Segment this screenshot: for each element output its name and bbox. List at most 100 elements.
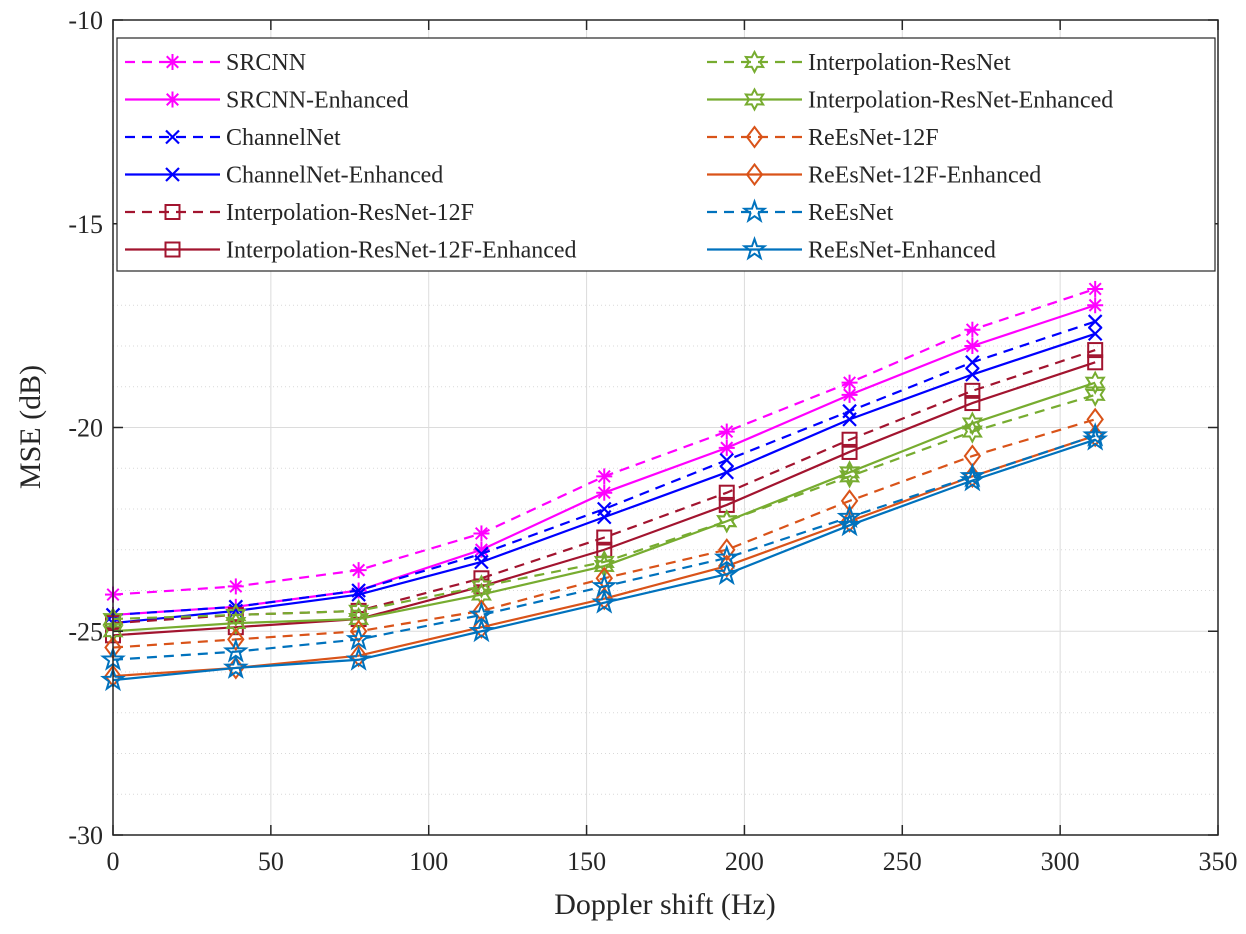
asterisk-stroke (597, 469, 611, 483)
series-srcnn-point (1087, 280, 1104, 297)
ticks: 0 50 100 150 200 250 300 350 -30 -25 -20 -15 -10 (68, 6, 1237, 876)
series-reesnet-enhanced-point (713, 560, 740, 586)
series-channelnet-point (1087, 314, 1103, 329)
series-interpolation-resnet-12f-enhanced-line (112, 361, 1096, 637)
series-srcnn-point (473, 525, 490, 542)
asterisk-stroke (965, 323, 979, 337)
series-reesnet-enhanced-point (1082, 426, 1109, 451)
legend-item-srcnn: SRCNN (125, 50, 306, 76)
series-interpolation-resnet-enhanced-point (1084, 370, 1106, 395)
series-channelnet-enhanced-point (719, 465, 735, 480)
series-srcnn-enhanced-point (596, 484, 613, 501)
legend-item-interpolation-resnet: Interpolation-ResNet (707, 49, 1011, 76)
x-tick-label: 0 (107, 847, 120, 876)
series-srcnn-point (964, 321, 981, 338)
legend-item-reesnet-enhanced-marker (741, 235, 768, 261)
legend-item-channelnet-label: ChannelNet (226, 125, 341, 151)
asterisk-stroke (965, 339, 979, 353)
legend-item-srcnn-enhanced: SRCNN-Enhanced (125, 88, 409, 114)
x-tick-label: 50 (258, 847, 284, 876)
series-reesnet-12f-point (227, 627, 245, 652)
series-interpolation-resnet-12f-enhanced-point (473, 578, 490, 595)
series-interpolation-resnet-12f-point (841, 431, 858, 448)
series-reesnet-point (345, 625, 372, 651)
legend-item-reesnet-12f-label: ReEsNet-12F (808, 125, 939, 151)
legend-item-interpolation-resnet-12f-enhanced-marker (164, 241, 181, 258)
x-axis-title: Doppler shift (Hz) (554, 888, 776, 921)
x-stroke (842, 412, 857, 427)
asterisk-stroke (843, 376, 857, 390)
asterisk-stroke (1088, 298, 1102, 312)
legend-item-reesnet-marker (741, 198, 768, 223)
series-reesnet-12f-point (717, 538, 736, 562)
series-channelnet-enhanced (105, 326, 1103, 631)
x-stroke (228, 603, 244, 619)
legend-item-interpolation-resnet-12f-marker (164, 204, 181, 220)
asterisk-stroke (229, 579, 243, 593)
series-interpolation-resnet-12f-enhanced-point (964, 395, 981, 412)
asterisk-stroke (1088, 282, 1102, 296)
legend-item-interpolation-resnet-enhanced-marker (743, 87, 766, 112)
series-interpolation-resnet-12f-line (112, 349, 1096, 625)
series-interpolation-resnet-12f-point (718, 484, 735, 501)
series-interpolation-resnet-12f-enhanced-point (841, 443, 858, 460)
legend-item-channelnet-enhanced-marker (165, 167, 180, 182)
legend-item-srcnn-marker (164, 54, 181, 70)
series-srcnn-enhanced-point (964, 338, 981, 354)
series-reesnet-enhanced-point (345, 646, 372, 671)
legend-item-interpolation-resnet-12f-enhanced-label: Interpolation-ResNet-12F-Enhanced (226, 238, 577, 264)
series-srcnn-enhanced-point (1087, 297, 1104, 314)
series-reesnet-12f-point (349, 619, 368, 643)
x-tick-label: 150 (567, 847, 606, 876)
series-reesnet-enhanced (100, 426, 1109, 692)
y-tick-label: -10 (68, 6, 103, 35)
series-channelnet-enhanced-point (351, 587, 366, 602)
x-tick-label: 300 (1041, 847, 1080, 876)
series-channelnet-enhanced-point (596, 509, 612, 525)
asterisk-stroke (843, 388, 857, 402)
series-reesnet-enhanced-point (222, 654, 249, 679)
series-interpolation-resnet-enhanced-point (225, 610, 247, 636)
asterisk-stroke (166, 55, 179, 69)
series-interpolation-resnet-point (839, 464, 861, 489)
series-srcnn-point (596, 468, 613, 485)
series-channelnet-enhanced-point (965, 367, 980, 382)
series-interpolation-resnet-point (225, 602, 247, 628)
legend-item-interpolation-resnet-12f-label: Interpolation-ResNet-12F (226, 200, 474, 226)
x-stroke (165, 129, 180, 145)
series-reesnet-enhanced-point (591, 589, 618, 614)
series-reesnet-enhanced-point (836, 511, 863, 537)
series-interpolation-resnet-point (470, 574, 492, 599)
series-interpolation-resnet-12f-point (596, 529, 613, 546)
legend-item-interpolation-resnet-label: Interpolation-ResNet (808, 50, 1011, 76)
legend-item-reesnet-12f: ReEsNet-12F (707, 125, 939, 151)
asterisk-stroke (720, 425, 734, 439)
y-tick-label: -20 (68, 414, 103, 443)
legend-item-srcnn-enhanced-label: SRCNN-Enhanced (226, 88, 409, 114)
legend-item-interpolation-resnet-enhanced: Interpolation-ResNet-Enhanced (707, 87, 1113, 114)
legend-item-interpolation-resnet-marker (743, 49, 766, 75)
legend-item-reesnet-label: ReEsNet (808, 200, 894, 226)
series-interpolation-resnet-line (112, 393, 1096, 621)
x-stroke (719, 465, 735, 480)
legend-item-reesnet-12f-enhanced-marker (745, 162, 764, 187)
x-tick-label: 350 (1199, 847, 1238, 876)
series-interpolation-resnet-enhanced-point (716, 509, 738, 534)
series-interpolation-resnet-12f-point (227, 606, 244, 623)
asterisk-stroke (352, 563, 366, 577)
asterisk-stroke (474, 526, 488, 540)
legend-item-reesnet-enhanced-label: ReEsNet-Enhanced (808, 238, 996, 264)
x-stroke (351, 587, 366, 602)
series-channelnet-point (719, 452, 735, 468)
y-tick-label: -25 (68, 617, 103, 646)
y-axis-title: MSE (dB) (14, 365, 47, 489)
series-channelnet-line (112, 320, 1096, 617)
legend-item-interpolation-resnet-enhanced-label: Interpolation-ResNet-Enhanced (808, 88, 1113, 114)
x-stroke (965, 355, 980, 370)
series-channelnet-enhanced-point (474, 554, 489, 570)
y-tick-label: -30 (68, 821, 103, 850)
series-layer (100, 280, 1109, 692)
legend-item-reesnet: ReEsNet (707, 198, 894, 226)
y-tick-label: -15 (68, 210, 103, 239)
